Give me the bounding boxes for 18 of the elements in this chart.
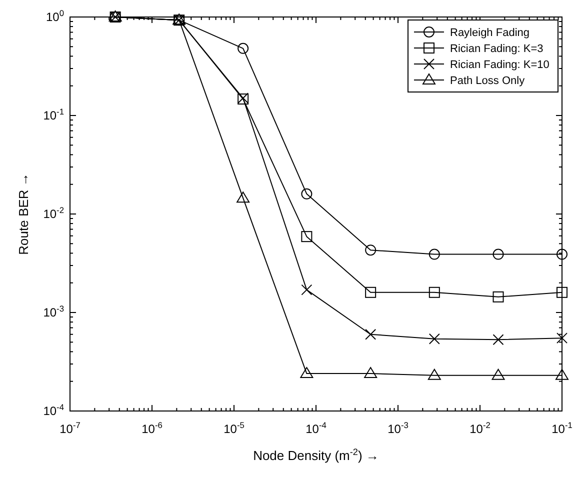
y-axis-title: Route BER → bbox=[16, 173, 31, 255]
x-tick-label: 10$^{-1}$ bbox=[552, 420, 573, 436]
x-tick-label: 10$^{-2}$ bbox=[470, 420, 491, 436]
legend-label: Path Loss Only bbox=[450, 75, 526, 87]
legend-label: Rician Fading: K=10 bbox=[450, 59, 550, 71]
x-tick-label: 10$^{-6}$ bbox=[142, 420, 163, 436]
x-axis-title: Node Density (m$^{-2}$) → bbox=[253, 447, 379, 463]
x-tick-label: 10$^{-3}$ bbox=[388, 420, 409, 436]
x-tick-label: 10$^{-7}$ bbox=[60, 420, 81, 436]
y-tick-label: 10$^{-3}$ bbox=[43, 304, 64, 320]
y-tick-label: 10$^{-2}$ bbox=[43, 205, 64, 221]
y-tick-label: 10$^{0}$ bbox=[46, 8, 64, 24]
legend-label: Rayleigh Fading bbox=[450, 27, 530, 39]
y-tick-label: 10$^{-1}$ bbox=[43, 106, 64, 122]
x-tick-label: 10$^{-4}$ bbox=[306, 420, 327, 436]
y-tick-label: 10$^{-4}$ bbox=[43, 402, 64, 418]
legend-label: Rician Fading: K=3 bbox=[450, 43, 544, 55]
x-tick-label: 10$^{-5}$ bbox=[224, 420, 245, 436]
